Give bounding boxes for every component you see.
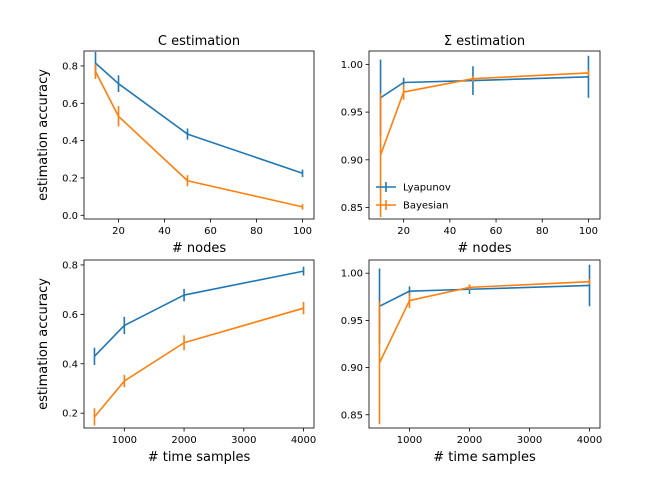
x-tick-label: 60 [204,226,217,237]
y-tick-label: 0.95 [341,316,363,327]
y-tick-label: 0.2 [62,173,78,184]
x-tick-label: 20 [112,226,125,237]
x-tick-label: 2000 [171,435,196,446]
legend: Lyapunov Bayesian [376,182,451,212]
y-tick-label: 1.00 [341,60,363,71]
x-tick-label: 80 [250,226,263,237]
y-tick-label: 0.0 [62,211,78,222]
series-line [94,71,303,208]
legend-label: Bayesian [403,201,449,212]
x-tick-label: 3000 [517,435,542,446]
chart-panel-4: 1000 2000 3000 4000 0.85 0.90 0.95 1.00 # time s… [341,259,602,465]
series-line [94,62,303,175]
series-line [379,72,589,156]
x-tick-label: 3000 [231,435,256,446]
plot-frame [368,259,601,429]
y-tick-label: 0.90 [341,155,363,166]
x-axis-label: # nodes [457,241,511,256]
plot-frame [83,259,315,429]
y-tick-label: 0.8 [62,260,78,271]
y-tick-label: 0.85 [341,410,363,421]
y-tick-label: 0.4 [62,136,78,147]
y-axis-label: estimation accuracy [36,278,51,410]
x-tick-label: 40 [158,226,171,237]
x-axis-label: # time samples [148,450,251,465]
x-tick-label: 20 [397,226,410,237]
series-bayesian [378,278,591,425]
series-line [93,270,304,357]
chart-title: Σ estimation [444,34,525,49]
y-tick-label: 0.2 [62,409,78,420]
chart-panel-2: Σ estimation 20 40 60 80 100 0.85 0.90 0.95 1.00 #… [341,34,601,256]
series-line [378,280,590,364]
chart-title: C estimation [158,34,240,49]
y-axis-label: estimation accuracy [36,69,51,201]
chart-panel-1: C estimation 20 40 60 80 100 0.0 0.2 0.4 0.6 0.8 # … [36,34,315,256]
y-tick-label: 0.8 [62,61,78,72]
series-line [93,307,304,418]
plot-frame [368,50,601,220]
series-bayesian [379,70,590,218]
chart-panel-3: 1000 2000 3000 4000 0.2 0.4 0.6 0.8 # time sampl… [36,259,316,465]
y-tick-label: 0.85 [341,203,363,214]
y-tick-label: 0.6 [62,99,78,110]
x-tick-label: 40 [443,226,456,237]
y-tick-label: 1.00 [341,269,363,280]
x-tick-label: 1000 [112,435,137,446]
x-tick-label: 4000 [577,435,602,446]
series-bayesian [93,302,305,426]
series-lyapunov [94,51,304,177]
x-tick-label: 1000 [397,435,422,446]
x-tick-label: 100 [293,226,312,237]
x-axis-label: # time samples [433,450,536,465]
series-line [380,75,589,99]
x-tick-label: 4000 [291,435,316,446]
series-line [379,284,590,307]
x-axis-label: # nodes [172,241,226,256]
x-tick-label: 80 [536,226,549,237]
series-lyapunov [93,266,305,365]
y-tick-label: 0.4 [62,359,78,370]
legend-label: Lyapunov [403,183,451,194]
y-tick-label: 0.90 [341,363,363,374]
x-tick-label: 60 [490,226,503,237]
plot-frame [83,50,315,220]
series-bayesian [94,64,304,210]
x-tick-label: 100 [579,226,598,237]
y-tick-label: 0.95 [341,108,363,119]
x-tick-label: 2000 [457,435,482,446]
y-tick-label: 0.6 [62,310,78,321]
